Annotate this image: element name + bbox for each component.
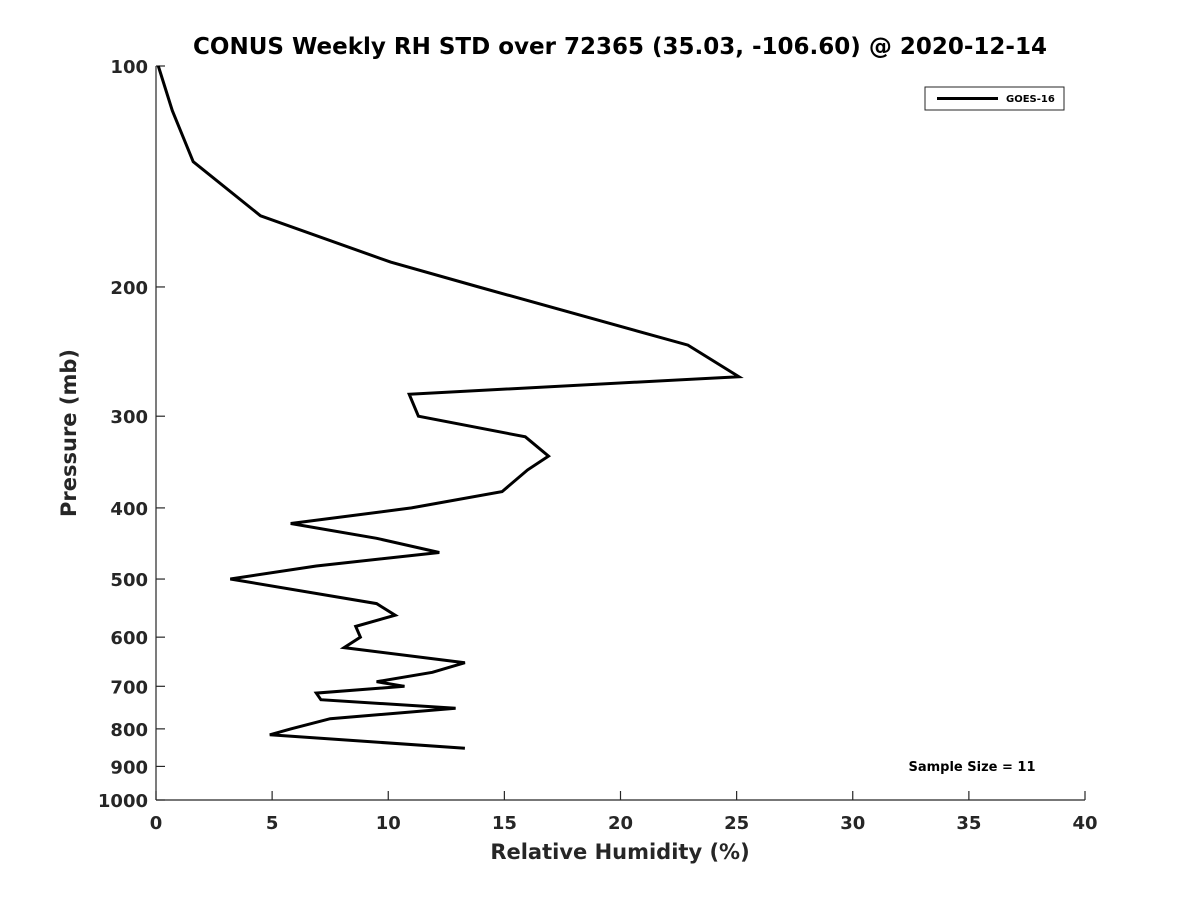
y-tick-label: 600 (110, 628, 148, 649)
y-tick-label: 1000 (98, 791, 148, 812)
y-tick-label: 400 (110, 499, 148, 520)
chart-title: CONUS Weekly RH STD over 72365 (35.03, -… (193, 34, 1047, 60)
x-axis-label: Relative Humidity (%) (490, 840, 749, 864)
x-tick-label: 25 (724, 813, 749, 834)
legend-label: GOES-16 (1006, 94, 1055, 105)
y-tick-label: 700 (110, 677, 148, 698)
x-tick-label: 30 (840, 813, 865, 834)
series-layer (156, 65, 744, 750)
x-tick-label: 40 (1072, 813, 1097, 834)
y-tick-label: 100 (110, 57, 148, 78)
x-tick-label: 15 (492, 813, 517, 834)
x-ticks: 0 5 10 15 20 25 30 35 40 (150, 791, 1098, 834)
sample-size-annotation: Sample Size = 11 (908, 760, 1035, 775)
axes (155, 66, 1085, 801)
y-axis-label: Pressure (mb) (57, 349, 81, 517)
x-tick-label: 10 (376, 813, 401, 834)
x-tick-label: 35 (956, 813, 981, 834)
y-tick-label: 500 (110, 570, 148, 591)
y-tick-label: 900 (110, 757, 148, 778)
legend: GOES-16 (924, 86, 1065, 111)
series-line (156, 65, 744, 750)
y-tick-label: 800 (110, 720, 148, 741)
x-tick-label: 20 (608, 813, 633, 834)
x-tick-label: 5 (266, 813, 279, 834)
y-tick-label: 300 (110, 407, 148, 428)
y-tick-label: 200 (110, 278, 148, 299)
x-tick-label: 0 (150, 813, 163, 834)
y-ticks: 100 200 300 400 500 600 700 800 900 1000 (98, 57, 165, 812)
